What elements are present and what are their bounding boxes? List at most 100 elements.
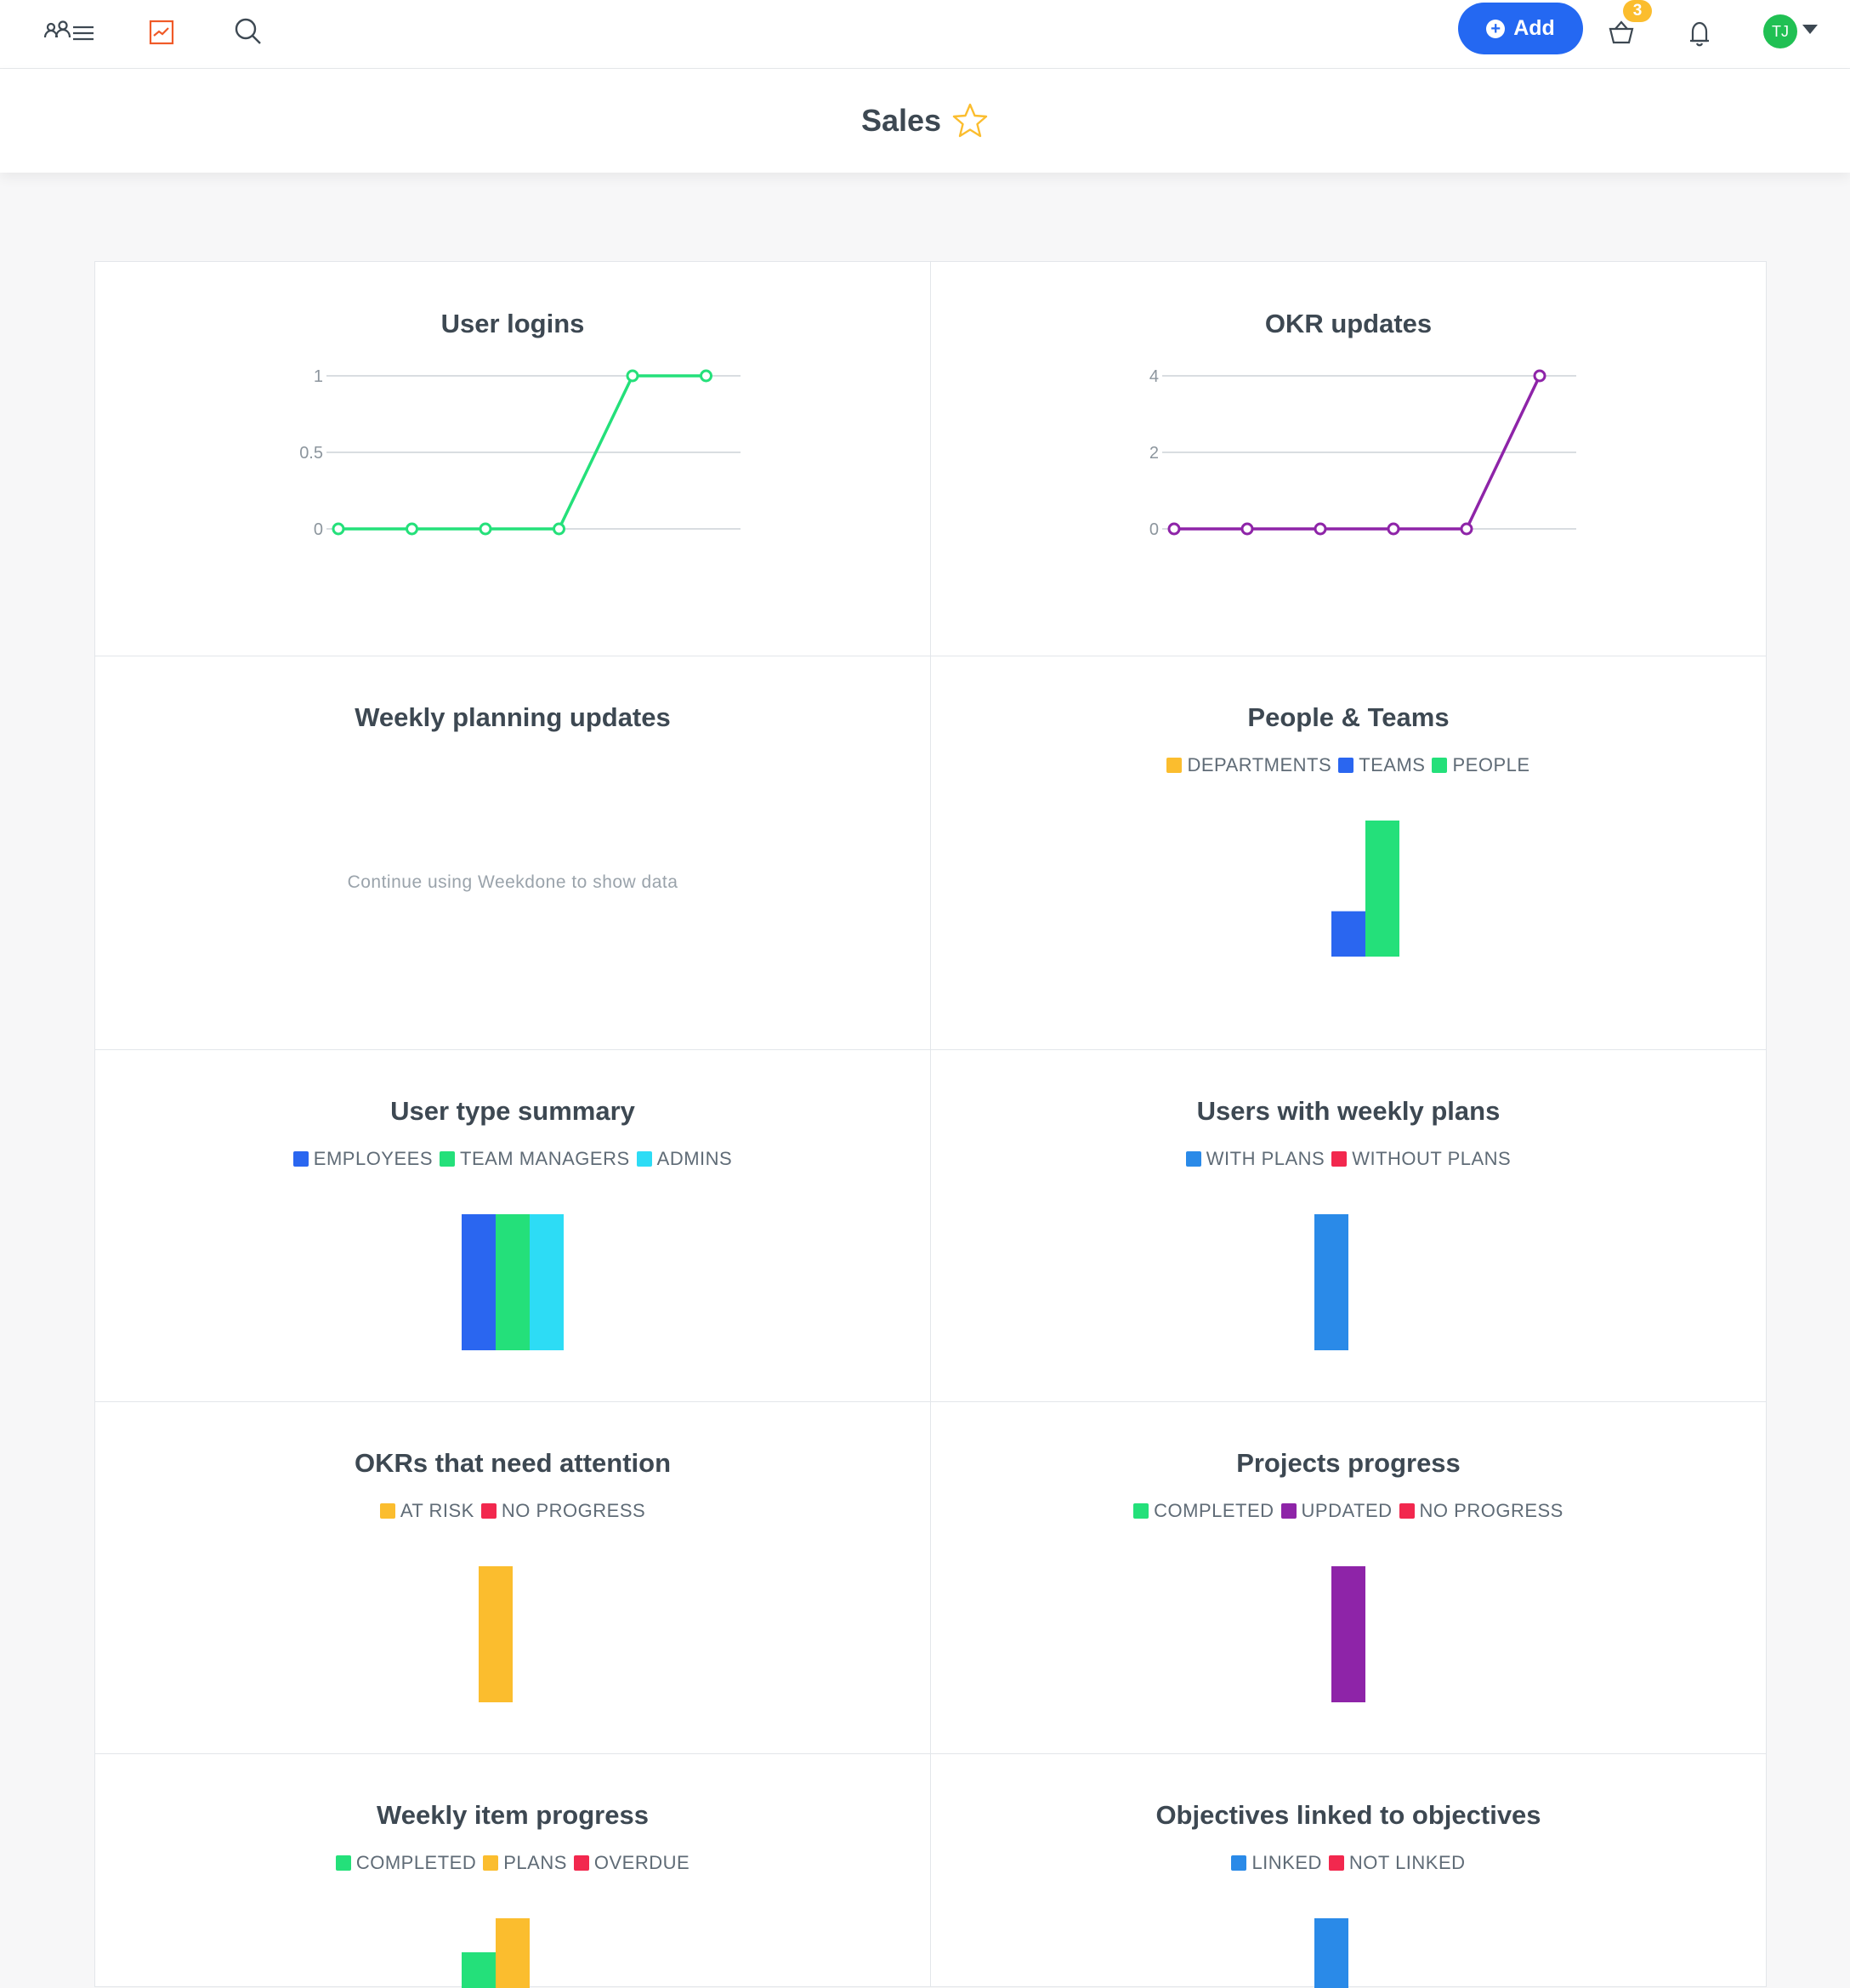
empty-state-message: Continue using Weekdone to show data bbox=[347, 872, 678, 892]
legend-item[interactable]: COMPLETED bbox=[1133, 1500, 1274, 1522]
row-divider bbox=[95, 1049, 1766, 1050]
data-point bbox=[332, 522, 345, 536]
legend-item[interactable]: WITH PLANS bbox=[1185, 1148, 1325, 1170]
legend-swatch bbox=[480, 1503, 497, 1519]
objectives-linked-chart bbox=[1314, 1918, 1348, 1988]
legend-label: UPDATED bbox=[1301, 1500, 1393, 1521]
legend-swatch bbox=[1399, 1503, 1415, 1519]
user-avatar[interactable]: TJ bbox=[1763, 14, 1797, 48]
legend-swatch bbox=[573, 1855, 589, 1871]
legend-item[interactable]: WITHOUT PLANS bbox=[1331, 1148, 1511, 1170]
users-with-weekly-plans-panel: Users with weekly plans WITH PLANS WITHOU… bbox=[931, 1049, 1766, 1401]
people-teams-panel: People & Teams DEPARTMENTS TEAMS PEOPLE bbox=[931, 656, 1766, 1049]
data-point bbox=[1533, 369, 1546, 383]
legend-item[interactable]: ADMINS bbox=[636, 1148, 733, 1170]
chart-legend: AT RISK NO PROGRESS bbox=[95, 1500, 930, 1522]
people-teams-chart bbox=[1331, 821, 1399, 957]
bar bbox=[1331, 911, 1365, 957]
data-point bbox=[1240, 522, 1254, 536]
legend-item[interactable]: PEOPLE bbox=[1432, 754, 1529, 776]
panel-title: User logins bbox=[440, 309, 585, 338]
legend-item[interactable]: PLANS bbox=[483, 1852, 567, 1874]
panel-title: Projects progress bbox=[1236, 1448, 1461, 1478]
basket-icon[interactable] bbox=[1596, 7, 1647, 60]
legend-item[interactable]: NO PROGRESS bbox=[1399, 1500, 1563, 1522]
legend-swatch bbox=[1166, 758, 1183, 773]
legend-label: PEOPLE bbox=[1452, 754, 1530, 775]
chart-legend: WITH PLANS WITHOUT PLANS bbox=[931, 1148, 1766, 1170]
legend-item[interactable]: NO PROGRESS bbox=[480, 1500, 646, 1522]
chart-legend: COMPLETED PLANS OVERDUE bbox=[95, 1852, 930, 1874]
legend-swatch bbox=[1331, 1151, 1348, 1167]
bar bbox=[1314, 1918, 1348, 1988]
panel-title: Objectives linked to objectives bbox=[1155, 1800, 1541, 1830]
panel-title: OKR updates bbox=[1264, 309, 1433, 338]
legend-item[interactable]: LINKED bbox=[1231, 1852, 1321, 1874]
data-point bbox=[626, 369, 639, 383]
add-button-label: Add bbox=[1513, 16, 1555, 40]
top-navigation-bar: + Add 3 TJ bbox=[0, 0, 1850, 69]
bar bbox=[1331, 1566, 1365, 1702]
legend-item[interactable]: TEAMS bbox=[1338, 754, 1425, 776]
user-type-summary-chart bbox=[462, 1214, 564, 1350]
bell-icon[interactable] bbox=[1674, 7, 1725, 60]
bar bbox=[479, 1566, 513, 1702]
people-list-icon[interactable] bbox=[41, 7, 94, 60]
bar bbox=[530, 1214, 564, 1350]
legend-item[interactable]: EMPLOYEES bbox=[292, 1148, 433, 1170]
data-point bbox=[700, 369, 712, 383]
okr-updates-chart: 0 2 4 bbox=[1149, 367, 1576, 539]
okrs-need-attention-chart bbox=[479, 1566, 513, 1702]
legend-swatch bbox=[636, 1151, 652, 1167]
weekly-planning-updates-panel: Weekly planning updates Continue using W… bbox=[95, 656, 930, 1049]
weekly-item-progress-chart bbox=[462, 1918, 530, 1988]
weekly-item-progress-panel: Weekly item progress COMPLETED PLANS OVERD… bbox=[95, 1753, 930, 1988]
legend-swatch bbox=[292, 1151, 309, 1167]
dashboard-grid: User logins 0 0.5 1 OKR updates 0 2 4 Weekly… bbox=[94, 261, 1767, 1988]
data-point bbox=[1460, 522, 1473, 536]
analytics-icon[interactable] bbox=[136, 7, 187, 60]
data-point bbox=[406, 522, 418, 536]
user-logins-chart: 00.51 bbox=[299, 367, 741, 539]
chevron-down-icon[interactable] bbox=[1802, 25, 1818, 34]
data-point bbox=[479, 522, 492, 536]
legend-label: TEAMS bbox=[1359, 754, 1426, 775]
legend-swatch bbox=[440, 1151, 455, 1167]
y-tick-label: 0 bbox=[314, 520, 323, 539]
legend-item[interactable]: TEAM MANAGERS bbox=[440, 1148, 630, 1170]
users-with-weekly-plans-chart bbox=[1314, 1214, 1348, 1350]
bar bbox=[1314, 1214, 1348, 1350]
star-outline-icon[interactable] bbox=[951, 102, 989, 139]
legend-label: NO PROGRESS bbox=[501, 1500, 646, 1521]
legend-label: NOT LINKED bbox=[1348, 1852, 1466, 1873]
legend-label: COMPLETED bbox=[355, 1852, 477, 1873]
data-point bbox=[1167, 522, 1181, 536]
legend-swatch bbox=[1432, 758, 1448, 773]
legend-item[interactable]: OVERDUE bbox=[573, 1852, 689, 1874]
user-type-summary-panel: User type summary EMPLOYEES TEAM MANAGERS… bbox=[95, 1049, 930, 1401]
y-tick-label: 1 bbox=[314, 367, 323, 386]
bar bbox=[496, 1918, 530, 1988]
legend-swatch bbox=[1338, 758, 1354, 773]
chart-legend: DEPARTMENTS TEAMS PEOPLE bbox=[931, 754, 1766, 776]
legend-label: EMPLOYEES bbox=[313, 1148, 433, 1169]
legend-item[interactable]: UPDATED bbox=[1280, 1500, 1393, 1522]
row-divider bbox=[95, 1753, 1766, 1754]
add-button[interactable]: + Add bbox=[1458, 3, 1583, 54]
panel-title: Users with weekly plans bbox=[1196, 1096, 1501, 1126]
legend-swatch bbox=[1133, 1503, 1149, 1519]
legend-item[interactable]: DEPARTMENTS bbox=[1166, 754, 1331, 776]
legend-item[interactable]: AT RISK bbox=[379, 1500, 474, 1522]
chart-legend: COMPLETED UPDATED NO PROGRESS bbox=[931, 1500, 1766, 1522]
legend-item[interactable]: NOT LINKED bbox=[1328, 1852, 1466, 1874]
legend-swatch bbox=[1280, 1503, 1297, 1519]
search-icon[interactable] bbox=[223, 7, 274, 60]
legend-label: COMPLETED bbox=[1154, 1500, 1274, 1521]
legend-item[interactable]: COMPLETED bbox=[335, 1852, 477, 1874]
y-tick-label: 4 bbox=[1149, 367, 1159, 386]
bar bbox=[496, 1214, 530, 1350]
okr-updates-panel: OKR updates 0 2 4 bbox=[931, 262, 1766, 656]
y-tick-label: 2 bbox=[1149, 444, 1159, 463]
legend-label: TEAM MANAGERS bbox=[460, 1148, 630, 1169]
bar bbox=[462, 1952, 496, 1988]
